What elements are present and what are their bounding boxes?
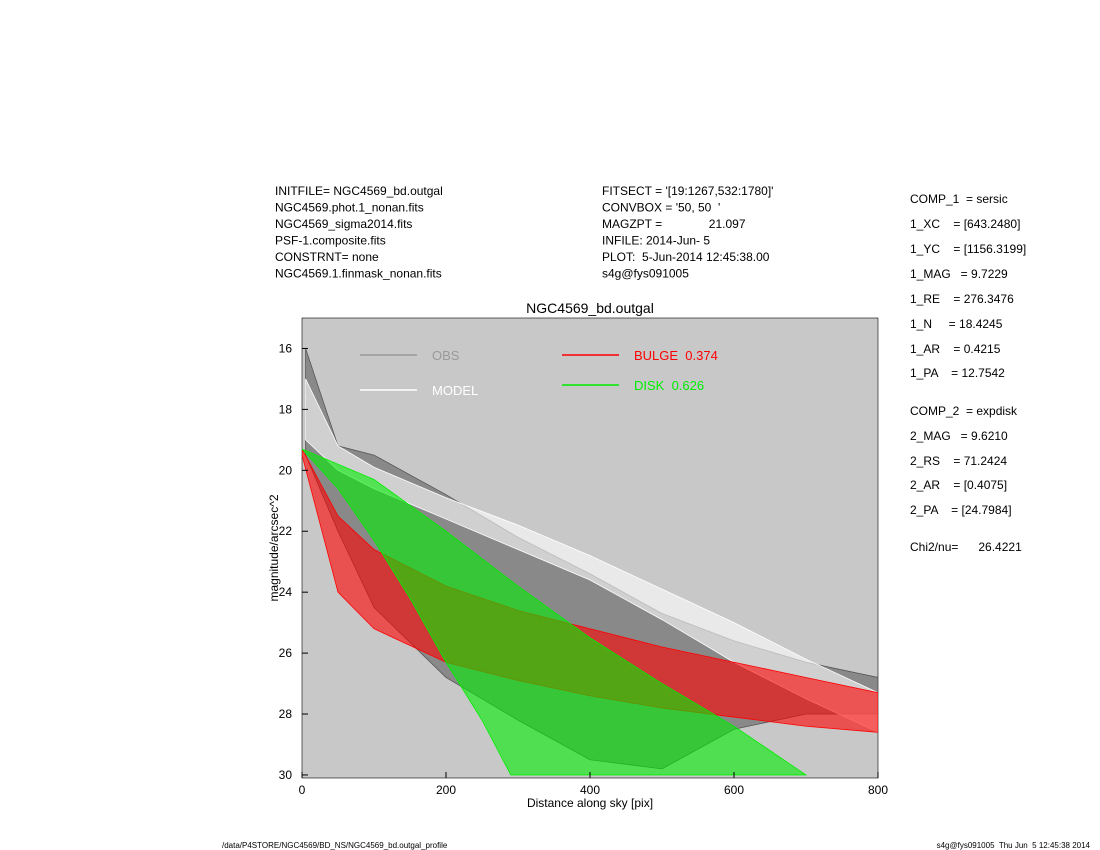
y-tick-label: 24 — [279, 585, 293, 599]
fit-parameter: 1_MAG = 9.7229 — [910, 267, 1008, 281]
legend-label: BULGE 0.374 — [634, 348, 718, 363]
fit-parameter: 1_N = 18.4245 — [910, 317, 1003, 331]
fit-parameter: 2_PA = [24.7984] — [910, 503, 1012, 517]
header-line: NGC4569.1.finmask_nonan.fits — [275, 267, 442, 281]
y-tick-label: 26 — [279, 646, 293, 660]
header-line: CONSTRNT= none — [275, 250, 379, 264]
x-tick-label: 0 — [299, 783, 306, 797]
fit-parameter: 2_MAG = 9.6210 — [910, 429, 1008, 443]
header-line: s4g@fys091005 — [602, 267, 689, 281]
header-line: FITSECT = '[19:1267,532:1780]' — [602, 184, 773, 198]
y-tick-label: 18 — [279, 402, 293, 416]
y-tick-label: 20 — [279, 463, 293, 477]
fit-parameter: 1_AR = 0.4215 — [910, 342, 1001, 356]
y-tick-label: 16 — [279, 341, 293, 355]
fit-parameter: Chi2/nu= 26.4221 — [910, 540, 1022, 554]
header-line: INFILE: 2014-Jun- 5 — [602, 234, 710, 248]
fit-parameter: 1_PA = 12.7542 — [910, 366, 1005, 380]
footer-right: s4g@fys091005 Thu Jun 5 12:45:38 2014 — [937, 841, 1091, 850]
x-axis-label: Distance along sky [pix] — [527, 796, 653, 810]
legend-label: OBS — [432, 348, 460, 363]
header-line: MAGZPT = 21.097 — [602, 217, 746, 231]
legend-label: MODEL — [432, 383, 478, 398]
series-band — [302, 448, 808, 776]
chart-title: NGC4569_bd.outgal — [526, 300, 654, 316]
fit-parameter: 1_RE = 276.3476 — [910, 292, 1014, 306]
fit-parameter: COMP_1 = sersic — [910, 192, 1008, 206]
header-line: NGC4569_sigma2014.fits — [275, 217, 412, 231]
header-line: PLOT: 5-Jun-2014 12:45:38.00 — [602, 250, 770, 264]
y-axis-label: magnitude/arcsec^2 — [267, 494, 281, 601]
fit-parameter: 1_XC = [643.2480] — [910, 217, 1020, 231]
fit-parameter: 1_YC = [1156.3199] — [910, 242, 1026, 256]
header-line: PSF-1.composite.fits — [275, 234, 386, 248]
header-line: INITFILE= NGC4569_bd.outgal — [275, 184, 443, 198]
header-line: CONVBOX = '50, 50 ' — [602, 201, 720, 215]
legend-label: DISK 0.626 — [634, 378, 704, 393]
x-tick-label: 400 — [580, 783, 600, 797]
x-tick-label: 600 — [724, 783, 744, 797]
plot-layer — [302, 348, 878, 776]
footer-left: /data/P4STORE/NGC4569/BD_NS/NGC4569_bd.o… — [222, 841, 448, 850]
y-tick-label: 30 — [279, 768, 293, 782]
fit-parameter: 2_AR = [0.4075] — [910, 478, 1007, 492]
fit-parameter: COMP_2 = expdisk — [910, 404, 1018, 418]
header-line: NGC4569.phot.1_nonan.fits — [275, 201, 424, 215]
x-tick-label: 800 — [868, 783, 888, 797]
y-tick-label: 28 — [279, 707, 293, 721]
y-tick-label: 22 — [279, 524, 293, 538]
x-tick-label: 200 — [436, 783, 456, 797]
fit-parameter: 2_RS = 71.2424 — [910, 454, 1007, 468]
